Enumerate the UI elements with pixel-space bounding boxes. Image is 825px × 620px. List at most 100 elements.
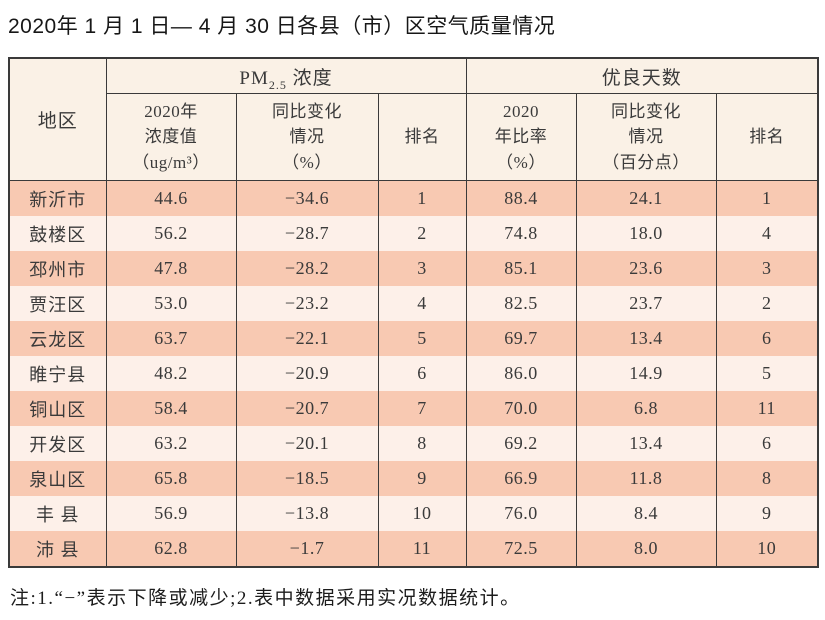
cell-pm-value: 63.7 <box>105 321 237 356</box>
table-row: 云龙区 63.7 −22.1 5 69.7 13.4 6 <box>8 321 819 356</box>
cell-good-rank: 6 <box>715 426 819 461</box>
header-sub-row: 2020年 浓度值 （ug/m³） 同比变化 情况 （%） 排名 2020 年比… <box>9 93 819 181</box>
table-row: 贾汪区 53.0 −23.2 4 82.5 23.7 2 <box>8 286 819 321</box>
cell-good-rate: 82.5 <box>465 286 577 321</box>
cell-pm-rank: 4 <box>377 286 467 321</box>
cell-pm-value: 58.4 <box>105 391 237 426</box>
cell-pm-value: 53.0 <box>105 286 237 321</box>
cell-region: 铜山区 <box>8 391 107 426</box>
cell-good-change: 23.7 <box>575 286 717 321</box>
table-row: 沛 县 62.8 −1.7 11 72.5 8.0 10 <box>8 531 819 567</box>
cell-good-rank: 10 <box>715 531 819 567</box>
page-title: 2020年 1 月 1 日— 4 月 30 日各县（市）区空气质量情况 <box>8 15 556 38</box>
cell-pm-rank: 5 <box>377 321 467 356</box>
cell-region: 邳州市 <box>8 251 107 286</box>
cell-pm-change: −1.7 <box>235 531 379 567</box>
cell-region: 开发区 <box>8 426 107 461</box>
cell-pm-change: −28.7 <box>235 216 379 251</box>
table-row: 邳州市 47.8 −28.2 3 85.1 23.6 3 <box>8 251 819 286</box>
cell-pm-change: −18.5 <box>235 461 379 496</box>
cell-good-change: 13.4 <box>575 426 717 461</box>
cell-pm-value: 56.2 <box>105 216 237 251</box>
cell-good-rank: 5 <box>715 356 819 391</box>
cell-pm-rank: 3 <box>377 251 467 286</box>
pm-label-suffix: 浓度 <box>286 67 333 89</box>
cell-good-change: 6.8 <box>575 391 717 426</box>
cell-good-change: 23.6 <box>575 251 717 286</box>
cell-good-rank: 6 <box>715 321 819 356</box>
cell-good-change: 18.0 <box>575 216 717 251</box>
header-good-days-group: 优良天数 <box>465 57 819 94</box>
cell-pm-rank: 10 <box>377 496 467 531</box>
cell-region: 贾汪区 <box>8 286 107 321</box>
cell-good-rank: 11 <box>715 391 819 426</box>
cell-good-change: 8.4 <box>575 496 717 531</box>
cell-good-rate: 72.5 <box>465 531 577 567</box>
cell-pm-change: −20.9 <box>235 356 379 391</box>
cell-pm-rank: 6 <box>377 356 467 391</box>
cell-good-rank: 9 <box>715 496 819 531</box>
cell-pm-value: 44.6 <box>105 180 237 216</box>
table-row: 鼓楼区 56.2 −28.7 2 74.8 18.0 4 <box>8 216 819 251</box>
cell-region: 新沂市 <box>8 180 107 216</box>
cell-good-rate: 86.0 <box>465 356 577 391</box>
air-quality-table: 地区 PM2.5 浓度 优良天数 2020年 浓度值 （ug/m³） 同比变化 … <box>8 57 820 568</box>
table-row: 开发区 63.2 −20.1 8 69.2 13.4 6 <box>8 426 819 461</box>
cell-good-rate: 74.8 <box>465 216 577 251</box>
cell-pm-value: 56.9 <box>105 496 237 531</box>
cell-pm-change: −20.7 <box>235 391 379 426</box>
cell-good-rate: 85.1 <box>465 251 577 286</box>
header-pm-value: 2020年 浓度值 （ug/m³） <box>105 93 237 181</box>
cell-pm-change: −13.8 <box>235 496 379 531</box>
cell-region: 丰 县 <box>8 496 107 531</box>
cell-pm-change: −22.1 <box>235 321 379 356</box>
cell-pm-value: 65.8 <box>105 461 237 496</box>
cell-region: 沛 县 <box>8 531 107 567</box>
cell-good-rate: 66.9 <box>465 461 577 496</box>
cell-pm-rank: 1 <box>377 180 467 216</box>
cell-pm-rank: 9 <box>377 461 467 496</box>
cell-good-rank: 4 <box>715 216 819 251</box>
header-group-row: 地区 PM2.5 浓度 优良天数 <box>8 57 819 181</box>
cell-region: 泉山区 <box>8 461 107 496</box>
header-pm-group: PM2.5 浓度 <box>105 57 467 94</box>
cell-pm-rank: 8 <box>377 426 467 461</box>
header-good-change: 同比变化 情况 （百分点） <box>575 93 717 181</box>
cell-pm-rank: 7 <box>377 391 467 426</box>
cell-pm-value: 62.8 <box>105 531 237 567</box>
table-row: 新沂市 44.6 −34.6 1 88.4 24.1 1 <box>8 180 819 216</box>
cell-region: 睢宁县 <box>8 356 107 391</box>
header-good-rank: 排名 <box>715 93 819 181</box>
cell-good-rate: 76.0 <box>465 496 577 531</box>
cell-good-rank: 8 <box>715 461 819 496</box>
cell-good-rank: 3 <box>715 251 819 286</box>
cell-pm-change: −28.2 <box>235 251 379 286</box>
cell-region: 鼓楼区 <box>8 216 107 251</box>
cell-good-rate: 88.4 <box>465 180 577 216</box>
cell-good-rank: 1 <box>715 180 819 216</box>
cell-good-rank: 2 <box>715 286 819 321</box>
cell-pm-value: 47.8 <box>105 251 237 286</box>
pm-label-subscript: 2.5 <box>268 77 287 92</box>
cell-pm-value: 63.2 <box>105 426 237 461</box>
cell-pm-change: −34.6 <box>235 180 379 216</box>
cell-good-change: 24.1 <box>575 180 717 216</box>
cell-pm-change: −20.1 <box>235 426 379 461</box>
header-pm-rank: 排名 <box>377 93 467 181</box>
table-row: 铜山区 58.4 −20.7 7 70.0 6.8 11 <box>8 391 819 426</box>
cell-good-rate: 69.2 <box>465 426 577 461</box>
cell-region: 云龙区 <box>8 321 107 356</box>
cell-good-rate: 70.0 <box>465 391 577 426</box>
cell-good-change: 8.0 <box>575 531 717 567</box>
footnote: 注:1.“−”表示下降或减少;2.表中数据采用实况数据统计。 <box>10 588 521 609</box>
pm-label-prefix: PM <box>239 67 269 89</box>
cell-good-change: 13.4 <box>575 321 717 356</box>
cell-pm-change: −23.2 <box>235 286 379 321</box>
cell-good-change: 11.8 <box>575 461 717 496</box>
table-row: 丰 县 56.9 −13.8 10 76.0 8.4 9 <box>8 496 819 531</box>
header-pm-change: 同比变化 情况 （%） <box>235 93 379 181</box>
table-row: 睢宁县 48.2 −20.9 6 86.0 14.9 5 <box>8 356 819 391</box>
cell-pm-value: 48.2 <box>105 356 237 391</box>
header-region: 地区 <box>8 57 107 181</box>
